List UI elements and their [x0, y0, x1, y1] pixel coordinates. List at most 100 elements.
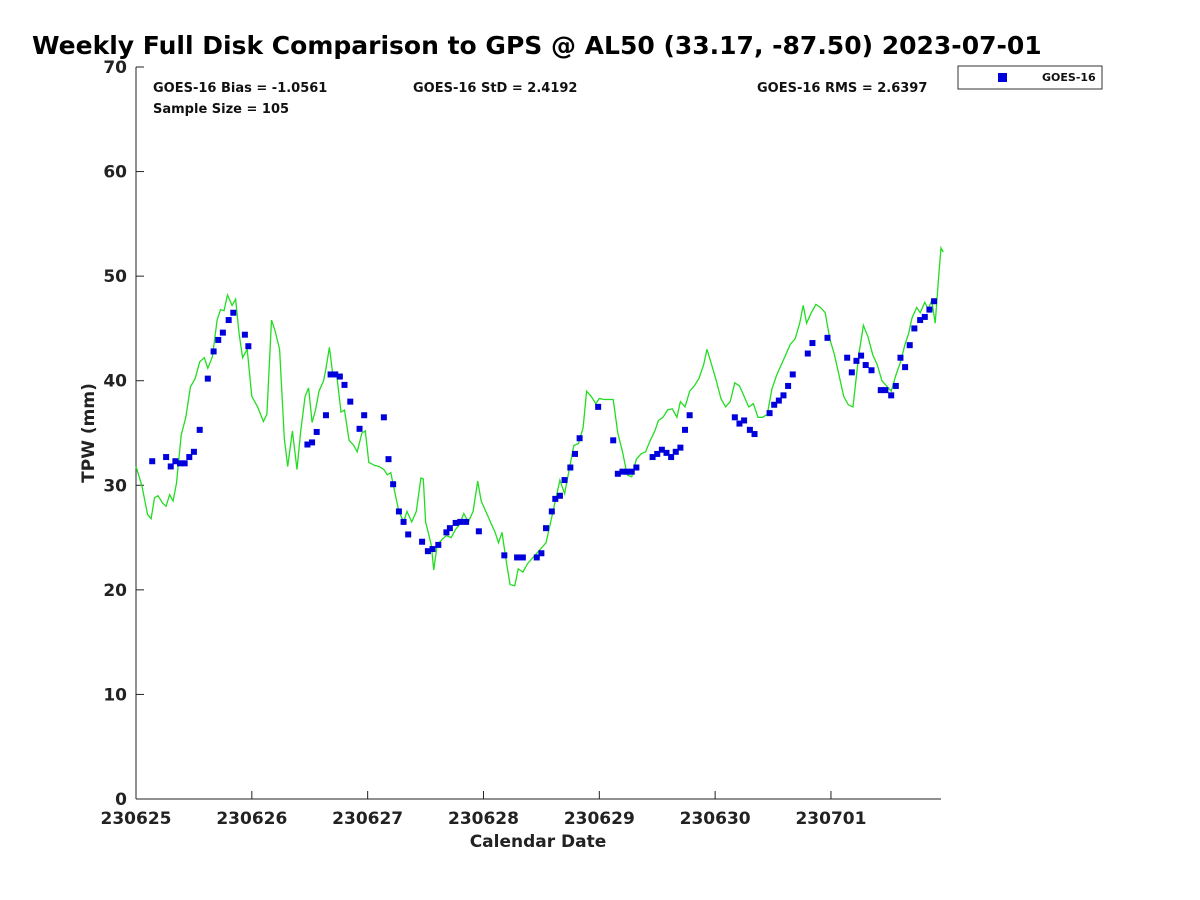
goes16-point — [309, 439, 316, 446]
goes16-point — [785, 382, 792, 389]
goes16-point — [556, 492, 563, 499]
goes16-point — [931, 298, 938, 305]
goes16-point — [654, 450, 661, 457]
gps-series — [135, 245, 944, 587]
goes16-point — [663, 449, 670, 456]
goes16-point — [658, 446, 665, 453]
goes16-point — [848, 369, 855, 376]
goes16-point — [457, 518, 464, 525]
goes16-point — [186, 454, 193, 461]
goes16-point — [668, 454, 675, 461]
y-tick-label: 50 — [103, 267, 127, 287]
goes16-point — [341, 381, 348, 388]
goes16-point — [911, 325, 918, 332]
goes16-point — [332, 371, 339, 378]
goes16-point — [538, 550, 545, 557]
goes16-point — [501, 552, 508, 559]
y-tick-label: 20 — [103, 581, 127, 601]
goes16-point — [552, 495, 559, 502]
goes16-point — [424, 548, 431, 555]
goes16-point — [862, 362, 869, 369]
x-tick-label: 230629 — [564, 809, 635, 829]
goes16-point — [741, 417, 748, 424]
goes16-point — [196, 426, 203, 433]
goes16-point — [304, 441, 311, 448]
goes16-point — [789, 371, 796, 378]
goes16-point — [809, 340, 816, 347]
goes16-point — [519, 554, 526, 561]
goes16-point — [892, 382, 899, 389]
x-tick-label: 230627 — [332, 809, 403, 829]
goes16-point — [245, 343, 252, 350]
goes16-point — [649, 454, 656, 461]
plot-frame — [136, 67, 941, 799]
goes16-point — [347, 398, 354, 405]
x-tick-label: 230626 — [216, 809, 287, 829]
y-tick-label: 70 — [103, 58, 127, 78]
x-tick-label: 230701 — [795, 809, 866, 829]
goes16-point — [322, 412, 329, 419]
goes16-point — [419, 538, 426, 545]
goes16-point — [361, 412, 368, 419]
goes16-point — [682, 426, 689, 433]
goes16-point — [686, 412, 693, 419]
stat-rms: GOES-16 RMS = 2.6397 — [757, 81, 927, 96]
goes16-point — [443, 529, 450, 536]
goes16-point — [390, 481, 397, 488]
legend-box — [957, 65, 1103, 90]
x-tick-label: 230625 — [101, 809, 172, 829]
stat-sample-size: Sample Size = 105 — [153, 102, 289, 117]
goes16-point — [771, 401, 778, 408]
y-ticks: 0 10 20 30 40 50 60 70 — [103, 58, 144, 810]
goes16-point — [858, 352, 865, 359]
goes16-point — [780, 392, 787, 399]
goes16-point — [853, 357, 860, 364]
goes16-point — [446, 525, 453, 532]
goes16-point — [775, 397, 782, 404]
goes16-point — [336, 373, 343, 380]
goes16-point — [210, 348, 217, 355]
x-tick-label: 230630 — [680, 809, 751, 829]
chart-title: Weekly Full Disk Comparison to GPS @ AL5… — [32, 31, 1042, 60]
goes16-point — [906, 342, 913, 349]
goes16-point — [628, 468, 635, 475]
legend-marker-goes16 — [998, 73, 1007, 82]
x-axis-label: Calendar Date — [470, 832, 607, 852]
goes16-point — [897, 354, 904, 361]
goes16-point — [149, 458, 156, 465]
goes16-point — [624, 468, 631, 475]
goes16-point — [595, 403, 602, 410]
goes16-point — [633, 464, 640, 471]
goes16-point — [731, 414, 738, 421]
goes16-point — [902, 364, 909, 371]
goes16-point — [463, 518, 470, 525]
goes16-point — [356, 425, 363, 432]
goes16-point — [926, 306, 933, 313]
goes16-point — [543, 525, 550, 532]
goes16-point — [672, 448, 679, 455]
goes16-point — [177, 460, 184, 467]
goes16-point — [380, 414, 387, 421]
goes16-point — [824, 334, 831, 341]
goes16-point — [533, 554, 540, 561]
goes16-point — [877, 387, 884, 394]
goes16-point — [475, 528, 482, 535]
y-tick-label: 10 — [103, 685, 127, 705]
goes16-point — [610, 437, 617, 444]
goes16-point — [736, 420, 743, 427]
goes16-point — [400, 518, 407, 525]
goes16-point — [751, 431, 758, 438]
goes16-point — [567, 464, 574, 471]
goes16-point — [172, 458, 179, 465]
goes16-point — [313, 428, 320, 435]
goes16-point — [225, 317, 232, 324]
legend-label-goes16: GOES-16 — [1042, 71, 1096, 84]
goes16-point — [514, 554, 521, 561]
x-tick-label: 230628 — [448, 809, 519, 829]
goes16-point — [571, 450, 578, 457]
stat-std: GOES-16 StD = 2.4192 — [413, 81, 577, 96]
goes16-point — [230, 309, 237, 316]
y-tick-label: 0 — [115, 790, 127, 810]
goes16-point — [163, 454, 170, 461]
